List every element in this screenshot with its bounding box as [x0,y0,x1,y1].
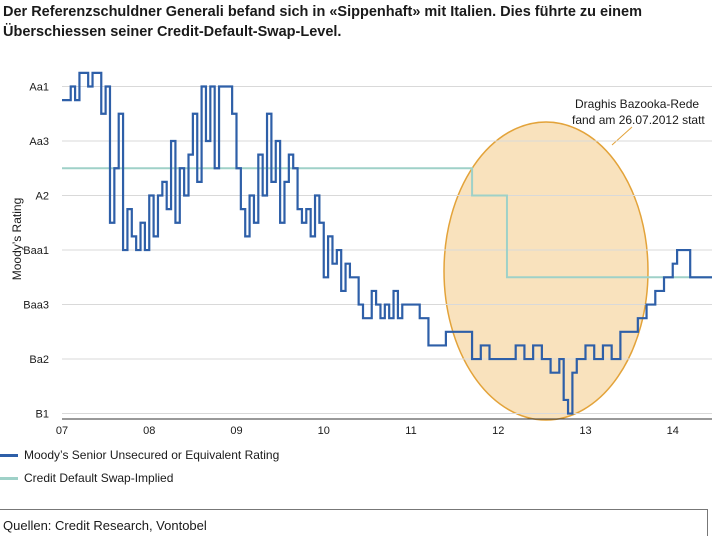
x-tick-label: 12 [492,425,504,437]
x-tick-label: 09 [230,425,242,437]
source-note: Quellen: Credit Research, Vontobel [3,518,207,533]
y-tick-label: A2 [36,191,49,203]
legend-swatch-cds [0,476,18,480]
legend-label-cds: Credit Default Swap-Implied [24,471,174,485]
x-tick-label: 11 [405,425,416,437]
series-line-cds [62,167,712,279]
chart-plot: Draghis Bazooka-Rede fand am 26.07.2012 … [23,71,712,437]
highlight-ellipse [443,121,649,421]
x-tick-label: 10 [318,425,330,437]
legend-label-rating: Moody’s Senior Unsecured or Equivalent R… [24,448,280,462]
series-lines [62,71,712,415]
y-tick-label: Baa1 [23,245,49,257]
legend-swatch-rating [0,453,18,457]
source-frame [0,509,708,536]
x-tick-label: 08 [143,425,155,437]
legend-item-cds: Credit Default Swap-Implied [0,471,173,485]
x-tick-label: 14 [667,425,679,437]
annotation-line-1: Draghis Bazooka-Rede [575,97,699,111]
x-tick-labels: 07 08 09 10 11 12 13 14 [56,425,679,437]
y-tick-label: Ba2 [29,354,49,366]
x-tick-label: 13 [579,425,591,437]
chart-title: Der Referenzschuldner Generali befand si… [3,4,642,40]
y-tick-label: Aa3 [29,136,49,148]
legend-item-rating: Moody’s Senior Unsecured or Equivalent R… [0,448,279,462]
series-line-rating [62,71,712,415]
y-tick-label: Aa1 [29,82,49,94]
annotation-leader-line [611,126,633,146]
annotation-line-2: fand am 26.07.2012 statt [572,113,705,127]
y-tick-label: B1 [36,409,49,421]
y-tick-label: Baa3 [23,300,49,312]
y-tick-labels: Aa1 Aa3 A2 Baa1 Baa3 Ba2 B1 [23,82,49,421]
x-tick-label: 07 [56,425,68,437]
